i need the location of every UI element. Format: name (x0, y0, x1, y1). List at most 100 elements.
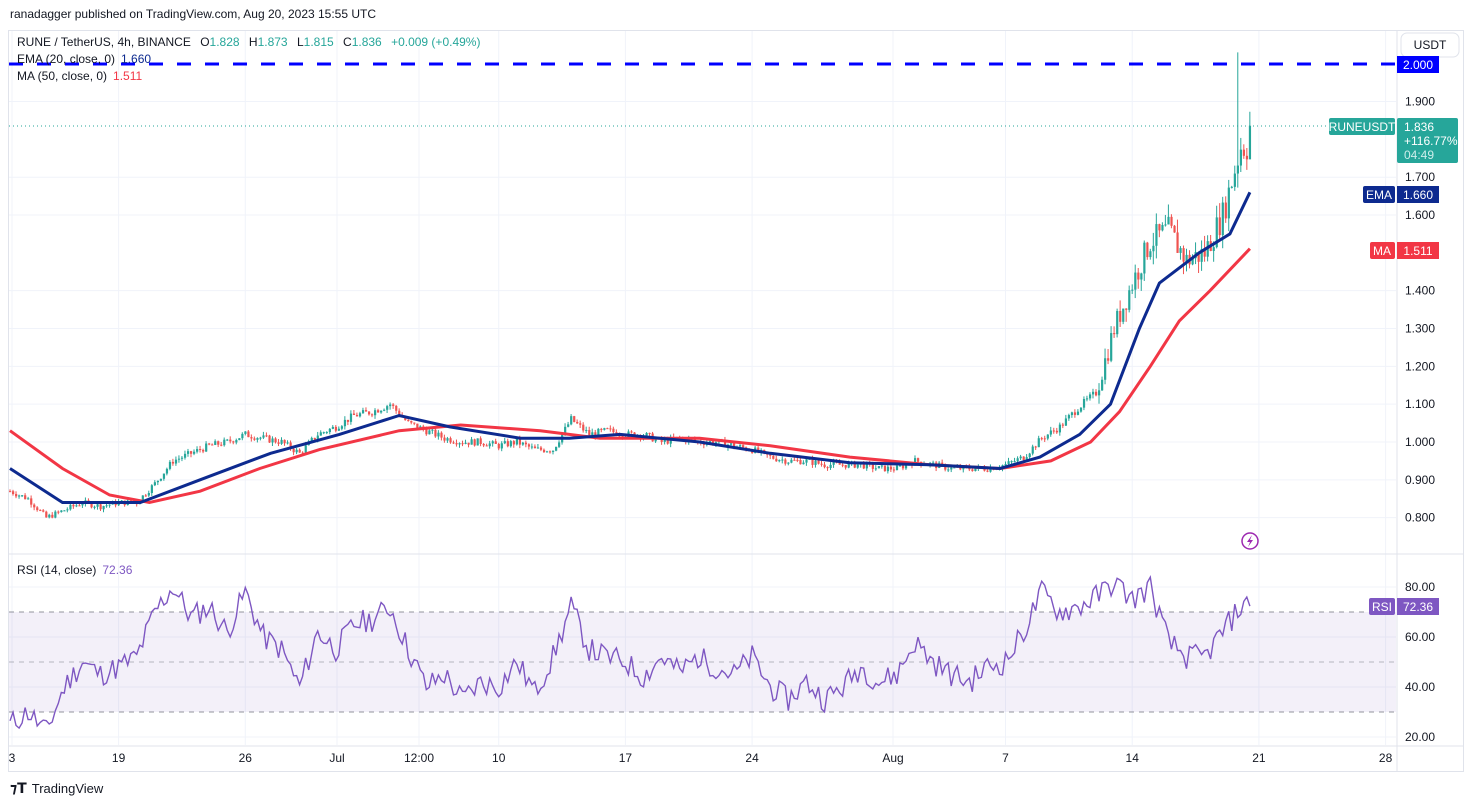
candle-body (573, 416, 576, 422)
price-tick-label: 1.600 (1405, 208, 1435, 222)
price-tick-label: 1.300 (1405, 322, 1435, 336)
candle-body (1110, 333, 1113, 361)
candle-body (398, 410, 401, 416)
candle-body (42, 510, 45, 512)
candle-body (301, 452, 304, 454)
candle-body (352, 413, 356, 415)
candle-body (723, 439, 727, 448)
currency-button[interactable]: USDT (1400, 32, 1460, 58)
candle-body (1098, 390, 1101, 396)
rsi-line (9, 574, 1251, 730)
candle-body (1091, 391, 1095, 395)
candle-body (1046, 434, 1049, 439)
candle-body (1085, 398, 1089, 400)
price-badge-countdown: 04:49 (1404, 148, 1434, 162)
candle-body (220, 444, 223, 446)
candle-body (1095, 391, 1098, 396)
candle-body (953, 467, 956, 469)
tradingview-logo[interactable]: ⁊𝗧 TradingView (10, 780, 103, 797)
candle-body (793, 459, 796, 461)
candle-body (395, 405, 398, 411)
candle-body (268, 435, 271, 443)
rsi-axis[interactable]: 80.00 60.00 40.00 20.00 (1405, 580, 1435, 744)
candle-body (1152, 245, 1155, 252)
candle-body (205, 443, 208, 452)
candle-body (440, 432, 443, 438)
legend-rsi[interactable]: RSI (14, close) 72.36 (17, 563, 133, 577)
tradingview-logo-text: TradingView (31, 781, 104, 796)
candle-body (174, 459, 178, 464)
candle-body (1146, 242, 1149, 258)
candle-body (1037, 438, 1040, 448)
candle-body (467, 442, 470, 445)
candle-body (790, 459, 793, 463)
candle-body (603, 428, 606, 430)
legend-ohlc: RUNE / TetherUS, 4h, BINANCE O1.828 H1.8… (17, 35, 480, 49)
candle-body (971, 469, 974, 471)
candle-body (196, 449, 199, 452)
candle-body (45, 511, 48, 518)
candle-body (654, 438, 657, 442)
candle-body (190, 451, 193, 454)
candle-body (183, 453, 187, 458)
candle-body (1185, 254, 1188, 262)
candle-body (865, 462, 868, 469)
price-axis[interactable]: 1.900 1.700 1.600 1.400 1.300 1.200 1.100 1.000… (1405, 95, 1435, 525)
legend-ema[interactable]: EMA (20, close, 0) 1.660 (17, 52, 151, 66)
candle-body (932, 462, 935, 464)
candle-body (277, 442, 280, 444)
legend-ma[interactable]: MA (50, close, 0) 1.511 (17, 69, 143, 83)
candle-body (959, 466, 962, 470)
candle-body (1055, 430, 1058, 433)
candle-body (232, 441, 235, 443)
candle-body (880, 465, 884, 467)
level-badge: 2.000 (1397, 56, 1439, 73)
candle-body (862, 463, 865, 469)
candle-body (1143, 242, 1146, 274)
candle-body (558, 442, 561, 447)
candle-body (322, 432, 325, 434)
candle-body (950, 467, 953, 470)
candle-body (1245, 155, 1249, 160)
candle-body (781, 459, 784, 461)
grid (9, 31, 1396, 745)
legend-high: 1.873 (258, 35, 288, 49)
candle-body (1004, 464, 1007, 466)
candle-body (1013, 461, 1016, 463)
candle-body (886, 466, 890, 472)
candle-body (141, 495, 144, 502)
candle-body (229, 439, 232, 442)
candle-body (63, 510, 66, 512)
price-tick-label: 1.700 (1405, 170, 1435, 184)
candle-body (479, 438, 482, 444)
candle-body (823, 464, 826, 468)
candle-body (328, 428, 331, 433)
candle-body (1079, 407, 1083, 412)
candle-body (844, 464, 847, 468)
candle-body (383, 409, 386, 411)
candle-body (904, 464, 908, 469)
candle-body (90, 502, 93, 508)
candle-body (889, 466, 893, 470)
lightning-icon[interactable] (1241, 532, 1259, 550)
candle-body (892, 469, 896, 471)
time-tick-label: 7 (1002, 751, 1009, 765)
candle-body (247, 431, 250, 438)
time-axis[interactable]: 3 19 26 Jul 12:00 10 17 24 Aug 7 14 21 28 (9, 751, 1393, 765)
candle-body (39, 510, 42, 512)
candle-body (548, 451, 552, 453)
candle-body (434, 429, 437, 437)
candle-body (295, 449, 298, 453)
candle-body (27, 498, 30, 500)
candle-body (147, 493, 150, 496)
candle-body (316, 435, 319, 440)
candle-body (349, 413, 353, 422)
candle-body (449, 438, 452, 443)
candle-body (1073, 412, 1077, 415)
time-tick-label: 19 (112, 751, 126, 765)
candle-body (1061, 424, 1065, 426)
candle-body (1236, 165, 1239, 174)
candle-body (1067, 415, 1071, 419)
candle-body (371, 414, 374, 416)
